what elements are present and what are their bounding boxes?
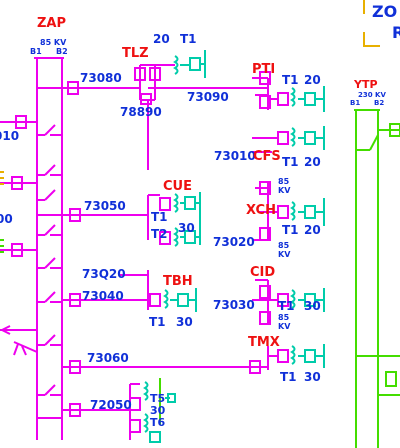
line-72050[interactable]: [62, 383, 141, 440]
zap-bus-group: [34, 57, 64, 440]
tie-row-3[interactable]: [37, 164, 62, 176]
label-73040: 73040: [82, 289, 124, 303]
label-72050: 72050: [90, 398, 132, 412]
pti-rating: 20: [304, 73, 321, 87]
xch-kvb: KV: [278, 250, 291, 259]
bottom-t5: T5: [150, 392, 165, 405]
tlz-t1: T1: [180, 32, 197, 46]
left-ground: [13, 343, 27, 356]
left-breaker-2[interactable]: [11, 176, 23, 190]
ytp-bus-group: [354, 109, 400, 448]
cue-name: CUE: [163, 179, 192, 194]
xch-85b: 85: [278, 241, 290, 250]
tbh-name: TBH: [163, 274, 193, 289]
label-73020: 73020: [213, 235, 255, 249]
tlz-transformer[interactable]: [173, 50, 206, 78]
left-feeders: [0, 115, 38, 356]
tie-row-2[interactable]: [37, 124, 62, 136]
tlz-rating: 20: [153, 32, 170, 46]
zap-b1: B1: [30, 47, 42, 56]
label-73050: 73050: [84, 199, 126, 213]
left-breaker-1[interactable]: [15, 115, 27, 129]
ytp-tie-1-sw[interactable]: [369, 134, 379, 151]
tmx-rating: 30: [304, 370, 321, 384]
tie-row-8[interactable]: [37, 334, 62, 346]
left-feeder-5[interactable]: [13, 341, 38, 353]
line-73060[interactable]: [62, 360, 268, 374]
tbh-t1: T1: [149, 315, 166, 329]
ytp-breaker-2[interactable]: [385, 371, 397, 387]
tie-row-9[interactable]: [37, 384, 62, 396]
tlz-name: TLZ: [122, 46, 149, 61]
left-breaker-3[interactable]: [11, 243, 23, 257]
xch-rating: 20: [304, 223, 321, 237]
xch-kv: KV: [278, 186, 291, 195]
cue-transformers[interactable]: [173, 192, 201, 247]
left-xfmr-1: [0, 171, 4, 185]
cid-t1: T1: [278, 299, 295, 313]
ytp-b2: B2: [374, 99, 384, 107]
left-xfmr-2: [0, 239, 4, 253]
line-73050[interactable]: [62, 194, 171, 245]
label-78890: 78890: [120, 105, 162, 119]
label-73060: 73060: [87, 351, 129, 365]
zap-b2: B2: [56, 47, 68, 56]
cid-station[interactable]: [252, 279, 325, 325]
line-73090[interactable]: [147, 87, 268, 170]
tmx-name: TMX: [248, 335, 280, 350]
bottom-transformers[interactable]: [143, 378, 176, 443]
cid-name: CID: [250, 265, 275, 280]
bottom-t6: T6: [150, 416, 166, 429]
xch-name: XCH: [246, 203, 276, 218]
label-73080: 73080: [80, 71, 122, 85]
tie-row-7[interactable]: [37, 291, 62, 303]
ytp-name: YTP: [353, 78, 378, 91]
xch-t1: T1: [282, 223, 299, 237]
left-arrow: [1, 325, 11, 335]
cid-kv: KV: [278, 322, 291, 331]
zone-outline: [363, 0, 380, 47]
left-label-a: 010: [0, 129, 19, 143]
pti-station[interactable]: [252, 71, 325, 112]
tmx-t1: T1: [280, 370, 297, 384]
xch-85: 85: [278, 177, 290, 186]
cfs-station[interactable]: [252, 126, 325, 153]
zone-label-2: R: [392, 23, 400, 42]
cue-t1: T1: [151, 210, 168, 224]
tbh-transformer[interactable]: [163, 288, 197, 312]
cid-rating: 30: [304, 299, 321, 313]
xch-station[interactable]: [252, 181, 325, 241]
cid-85: 85: [278, 313, 290, 322]
zap-name: ZAP: [37, 16, 66, 31]
label-73010: 73010: [214, 149, 256, 163]
label-73030: 73030: [213, 298, 255, 312]
pti-t1: T1: [282, 73, 299, 87]
cfs-t1: T1: [282, 155, 299, 169]
cfs-rating: 20: [304, 155, 321, 169]
pti-name: PTI: [252, 62, 275, 77]
zap-kv: 85 KV: [40, 38, 67, 47]
ytp-breaker-1[interactable]: [389, 123, 400, 137]
cue-t2: T2: [151, 227, 168, 241]
tie-row-5[interactable]: [37, 224, 62, 236]
tbh-rating: 30: [176, 315, 193, 329]
cue-rating: 30: [178, 221, 195, 235]
label-73090: 73090: [187, 90, 229, 104]
cfs-name: CFS: [253, 149, 281, 164]
left-label-b: 00: [0, 212, 13, 226]
label-73q20: 73Q20: [82, 267, 126, 281]
bottom-rating: 30: [150, 404, 166, 417]
tie-row-6[interactable]: [37, 257, 62, 269]
tmx-station[interactable]: [267, 344, 325, 370]
zone-label: ZO: [372, 2, 397, 21]
tie-row-4[interactable]: [37, 189, 62, 216]
ytp-kv: 230 KV: [358, 91, 386, 99]
line-73040[interactable]: [62, 270, 161, 310]
line-73080[interactable]: [62, 64, 175, 105]
ytp-b1: B1: [350, 99, 360, 107]
zap-bus-ties: [37, 87, 62, 419]
